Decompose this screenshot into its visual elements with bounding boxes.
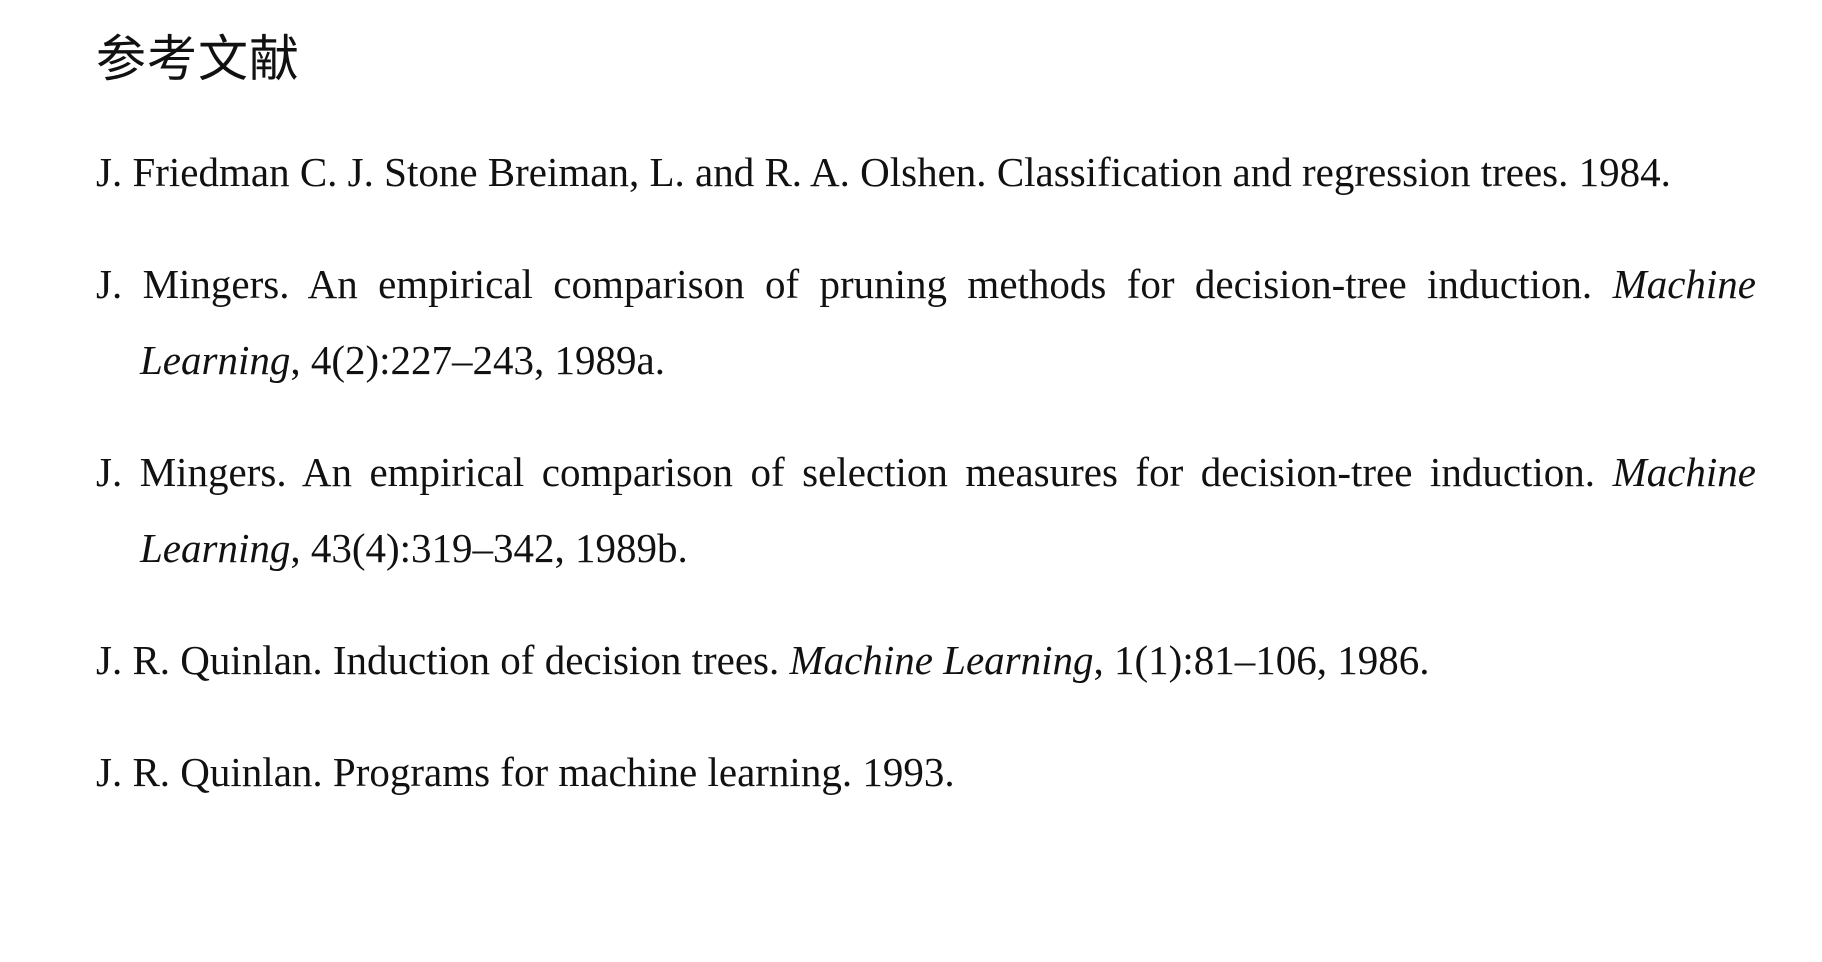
reference-title: An empirical comparison of pruning metho… <box>307 261 1593 307</box>
reference-title: Classification and regression trees. <box>996 149 1569 195</box>
section-title: 参考文献 <box>96 30 300 88</box>
reference-details: , 4(2):227–243, 1989a. <box>290 337 666 383</box>
reference-authors: J. R. Quinlan. <box>96 749 323 795</box>
reference-details: , 1(1):81–106, 1986. <box>1093 637 1430 683</box>
reference-details: 1993. <box>862 749 955 795</box>
reference-title: An empirical comparison of selection mea… <box>301 449 1596 495</box>
reference-details: , 43(4):319–342, 1989b. <box>290 525 688 571</box>
reference-item: J. Mingers. An empirical comparison of s… <box>96 434 1756 586</box>
reference-authors: J. Friedman C. J. Stone Breiman, L. and … <box>96 149 987 195</box>
reference-details: 1984. <box>1578 149 1671 195</box>
reference-authors: J. R. Quinlan. <box>96 637 323 683</box>
reference-item: J. R. Quinlan. Induction of decision tre… <box>96 622 1756 698</box>
reference-item: J. R. Quinlan. Programs for machine lear… <box>96 734 1756 810</box>
reference-title: Induction of decision trees. <box>332 637 780 683</box>
reference-title: Programs for machine learning. <box>332 749 853 795</box>
reference-list: J. Friedman C. J. Stone Breiman, L. and … <box>96 134 1756 810</box>
reference-journal: Machine Learning <box>140 261 1757 383</box>
reference-journal: Machine Learning <box>789 637 1094 683</box>
reference-item: J. Mingers. An empirical comparison of p… <box>96 246 1756 398</box>
reference-journal: Machine Learning <box>140 449 1757 571</box>
reference-authors: J. Mingers. <box>96 449 287 495</box>
reference-authors: J. Mingers. <box>96 261 290 307</box>
bibliography-page: 参考文献 J. Friedman C. J. Stone Breiman, L.… <box>96 24 1756 846</box>
reference-item: J. Friedman C. J. Stone Breiman, L. and … <box>96 134 1756 210</box>
